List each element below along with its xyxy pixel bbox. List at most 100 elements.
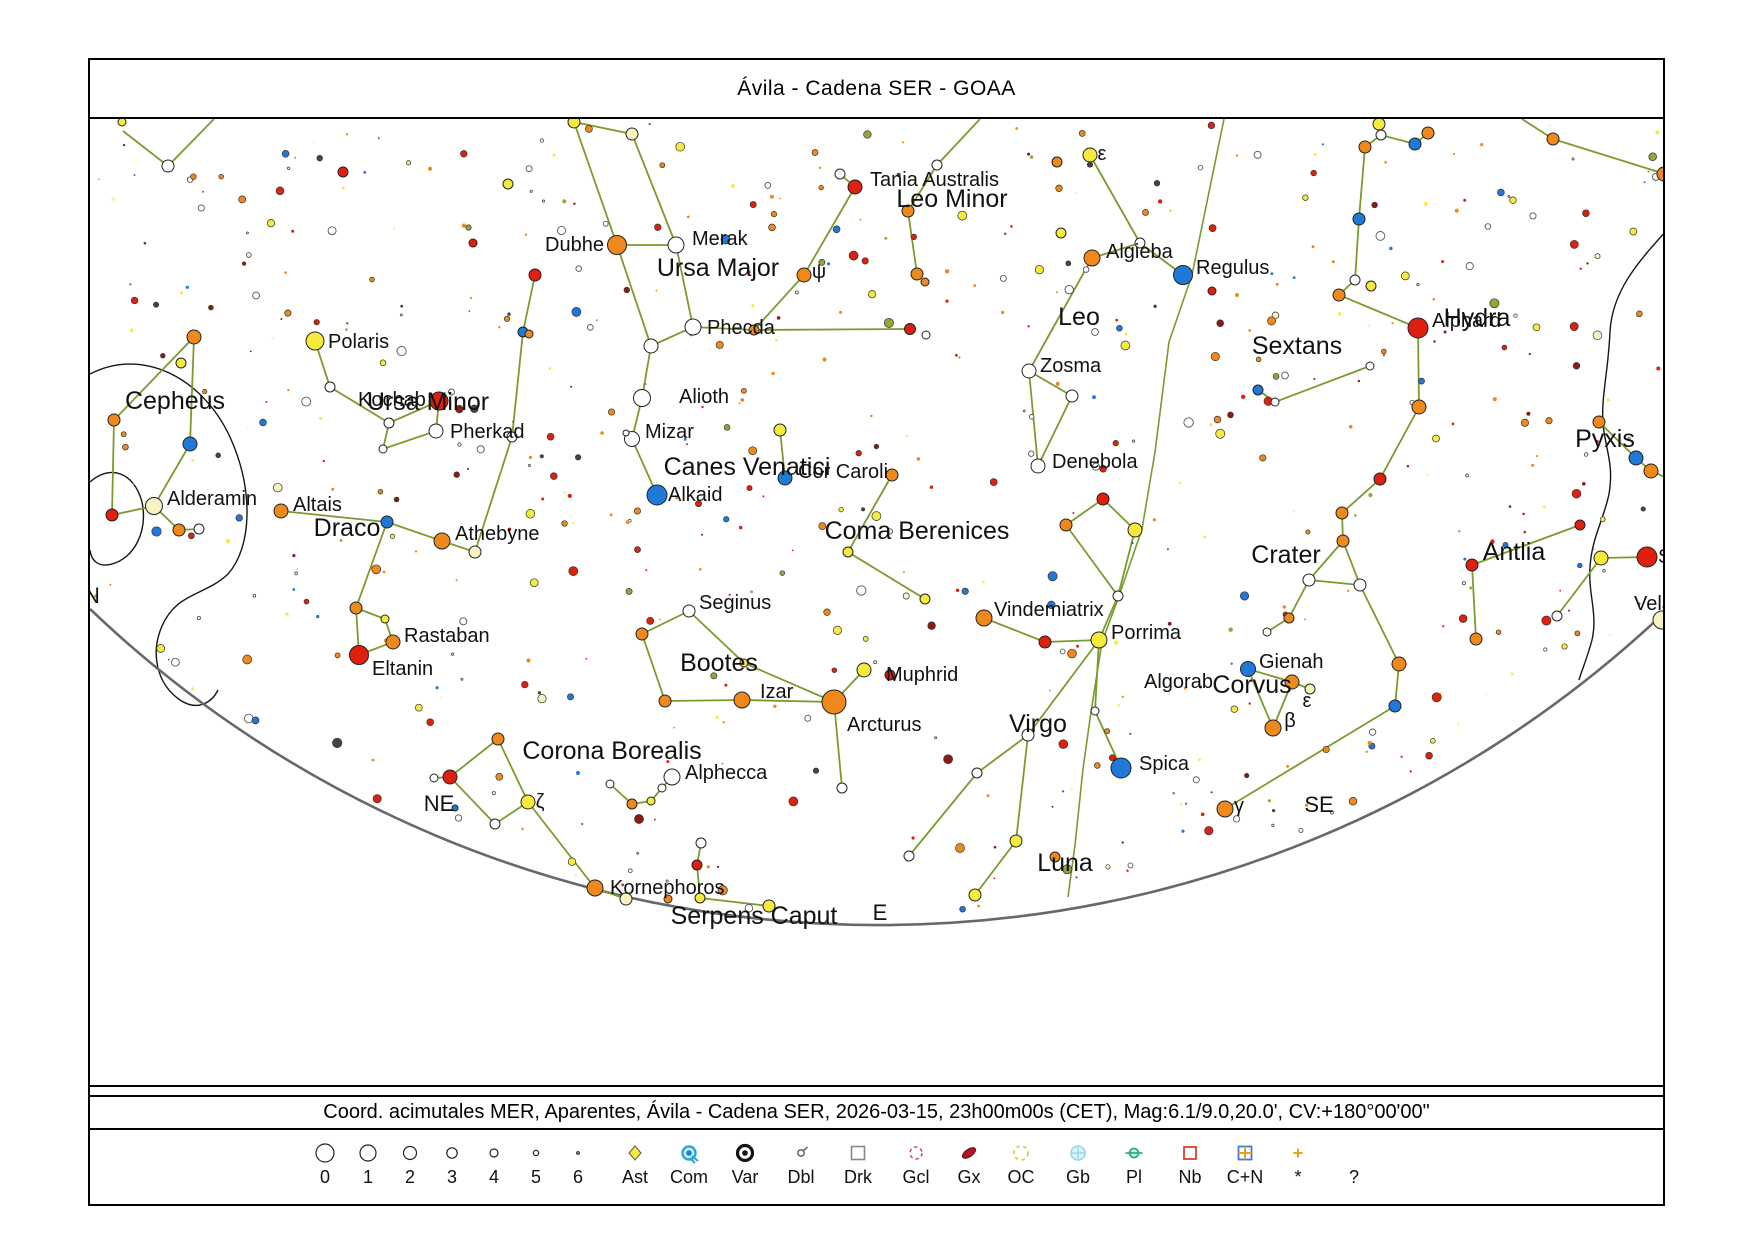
star xyxy=(821,689,847,715)
star xyxy=(1134,237,1146,249)
legend-symbols: Ast Com Var Dbl Drk Gcl Gx OC Gb Pl Nb C+N *? xyxy=(622,1143,1359,1187)
star xyxy=(1349,274,1361,286)
constellation-label: Leo Minor xyxy=(896,185,1007,213)
star xyxy=(1262,627,1272,637)
magnitude-label: 2 xyxy=(405,1167,415,1187)
star-label: Merak xyxy=(692,228,749,250)
star-label: Alderamin xyxy=(167,488,257,510)
star-label: Vela xyxy=(1634,593,1663,615)
star-label: Spica xyxy=(1139,753,1190,775)
star xyxy=(520,794,536,810)
constellation-label: Corvus xyxy=(1212,671,1291,699)
star xyxy=(1375,129,1387,141)
star xyxy=(1408,137,1422,151)
star xyxy=(1469,632,1483,646)
constellation-label: Bootes xyxy=(680,649,758,677)
star xyxy=(1373,472,1387,486)
star xyxy=(428,423,444,439)
star xyxy=(607,235,627,255)
background-stars xyxy=(94,121,1661,913)
star xyxy=(921,330,931,340)
star xyxy=(646,484,668,506)
star xyxy=(378,444,388,454)
star-labels: Dubhe Merak Phecda Alioth Mizar Alkaid Polaris… xyxy=(167,169,1663,899)
status-text: Coord. acimutales MER, Aparentes, Ávila … xyxy=(323,1101,1430,1123)
star xyxy=(105,508,119,522)
star xyxy=(842,546,854,558)
star xyxy=(1304,683,1316,695)
star-label: Athebyne xyxy=(455,523,540,545)
star xyxy=(429,773,439,783)
unknown-label: ? xyxy=(1349,1167,1359,1187)
star xyxy=(273,503,289,519)
star xyxy=(1264,719,1282,737)
star xyxy=(1388,699,1402,713)
cn-icon xyxy=(1237,1145,1253,1161)
sky-map-canvas[interactable]: Ursa Major Ursa Minor Leo Minor Cepheus Drac… xyxy=(90,119,1663,1085)
constellation-label: Ursa Minor xyxy=(367,388,489,416)
constellation-label: Corona Borealis xyxy=(522,737,701,765)
magnitude-5-icon xyxy=(532,1149,540,1157)
frame-gap xyxy=(90,1087,1663,1095)
star-label: * xyxy=(1294,1167,1301,1187)
named-stars xyxy=(105,119,1663,913)
star xyxy=(968,888,982,902)
pl-icon xyxy=(1125,1147,1143,1159)
title-bar: Ávila - Cadena SER - GOAA xyxy=(90,60,1663,119)
var-icon xyxy=(735,1143,755,1163)
star xyxy=(1593,550,1609,566)
constellation-label: Ursa Major xyxy=(657,254,779,282)
drk-icon xyxy=(850,1145,866,1161)
star xyxy=(884,669,896,681)
star xyxy=(1096,492,1110,506)
star xyxy=(1090,631,1108,649)
star xyxy=(834,168,846,180)
star-label: Kornephoros xyxy=(610,877,725,899)
star xyxy=(1652,610,1663,630)
magnitude-4-icon xyxy=(489,1148,499,1158)
star-label: Cor Caroli xyxy=(798,461,888,483)
star xyxy=(625,127,639,141)
star-label: Rastaban xyxy=(404,625,490,647)
magnitude-label: 0 xyxy=(320,1167,330,1187)
star xyxy=(1546,132,1560,146)
star xyxy=(762,899,776,913)
star-label: Eltanin xyxy=(372,658,433,680)
star xyxy=(1332,288,1346,302)
star-label: Vindemiatrix xyxy=(994,599,1104,621)
star xyxy=(1216,800,1234,818)
constellation-label: Sextans xyxy=(1252,332,1342,360)
magnitude-2-icon xyxy=(402,1145,418,1161)
star xyxy=(524,329,534,339)
star xyxy=(847,179,863,195)
star-label: Algorab xyxy=(1144,671,1213,693)
star xyxy=(117,119,127,127)
gcl-icon xyxy=(909,1146,923,1160)
nb-icon xyxy=(1183,1146,1197,1160)
star xyxy=(451,804,459,812)
star xyxy=(971,767,983,779)
star xyxy=(682,604,696,618)
cn-label: C+N xyxy=(1227,1167,1264,1187)
star xyxy=(1574,519,1586,531)
star-label: Alphard xyxy=(1432,310,1501,332)
star xyxy=(1628,450,1644,466)
star xyxy=(1082,147,1098,163)
star-label: Izar xyxy=(760,681,794,703)
star xyxy=(1051,156,1063,168)
star xyxy=(1643,463,1659,479)
star-label: Alioth xyxy=(679,386,729,408)
star xyxy=(145,497,163,515)
star xyxy=(1240,661,1256,677)
star xyxy=(1021,363,1037,379)
star xyxy=(324,381,336,393)
star xyxy=(1283,612,1295,624)
direction-label: SE xyxy=(1304,792,1333,817)
star-icon xyxy=(1293,1148,1303,1158)
star xyxy=(836,782,848,794)
oc-label: OC xyxy=(1008,1167,1035,1187)
star xyxy=(385,634,401,650)
star xyxy=(528,268,542,282)
star-label: Suhail xyxy=(1658,546,1663,568)
